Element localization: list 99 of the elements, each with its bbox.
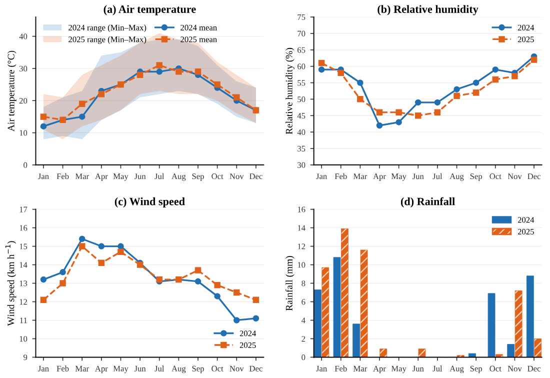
y-tick-label: 30 (19, 66, 28, 72)
y-tick-label: 10 (20, 336, 28, 342)
annotation: 2024 range (Min–Max) (68, 24, 146, 32)
y-tick-label: 16 (298, 206, 306, 212)
x-tick-label: Jan (38, 366, 49, 372)
x-tick-label: Feb (56, 366, 69, 372)
x-tick-label: Jan (38, 174, 49, 180)
x-tick-label: Sep (470, 366, 482, 374)
x-tick-label: Feb (334, 366, 347, 372)
x-tick-label: Mar (75, 366, 89, 372)
y-tick-label: 6 (302, 299, 306, 305)
chart-title: (d) Rainfall (400, 197, 455, 208)
y-tick-label: 12 (20, 299, 27, 305)
y-axis-title: Wind speed (km h$^{−1}$) (5, 241, 16, 326)
y-tick-label: 4 (301, 318, 306, 324)
y-tick-label: 14 (20, 262, 28, 268)
chart-title: (a) Air temperature (104, 5, 196, 16)
x-tick-label: Sep (192, 366, 204, 374)
y-axis-title: Rainfall (mm) (285, 256, 294, 311)
y-tick-label: 35 (298, 146, 306, 152)
x-tick-label: Jun (412, 174, 424, 180)
x-tick-label: May (113, 174, 128, 181)
y-tick-label: 20 (19, 98, 28, 104)
x-tick-label: Sep (470, 174, 482, 181)
legend-label: 2024 (240, 330, 256, 336)
y-axis-title: Air temperature (°C) (7, 50, 16, 132)
y-tick-label: 50 (298, 96, 306, 102)
x-tick-label: Aug (172, 174, 186, 181)
x-tick-label: May (113, 366, 128, 374)
x-tick-label: Dec (249, 174, 262, 180)
annotation: 2025 range (Min–Max) (68, 36, 146, 44)
x-tick-label: Apr (95, 366, 108, 374)
y-tick-label: 10 (20, 130, 28, 136)
legend-label: 2024 (518, 217, 534, 223)
x-tick-label: Feb (334, 173, 347, 180)
y-tick-label: 0 (24, 162, 28, 168)
y-tick-label: 30 (298, 162, 306, 168)
legend-label: 2025 mean (180, 36, 217, 42)
x-tick-label: May (391, 174, 406, 181)
chart-title: (c) Wind speed (114, 197, 185, 208)
x-tick-label: Mar (353, 174, 368, 180)
y-tick-label: 60 (298, 64, 306, 70)
y-tick-label: 65 (298, 47, 306, 53)
legend-label: 2024 (518, 24, 534, 30)
x-tick-label: Apr (373, 174, 386, 181)
x-tick-label: Jan (316, 174, 327, 180)
y-tick-label: 17 (20, 206, 28, 212)
x-tick-label: Mar (353, 366, 368, 372)
y-tick-label: 2 (302, 336, 306, 342)
x-tick-label: Oct (490, 174, 502, 180)
y-tick-label: 15 (20, 244, 28, 250)
x-tick-label: Jul (154, 366, 164, 372)
y-tick-label: 12 (298, 244, 306, 250)
x-tick-label: Oct (212, 174, 224, 180)
x-tick-label: Apr (373, 366, 386, 374)
y-tick-label: 8 (302, 280, 306, 286)
legend-label: 2025 (518, 36, 534, 42)
chart-title: (b) Relative humidity (378, 5, 478, 16)
y-tick-label: 13 (20, 280, 28, 286)
legend-label: 2025 (518, 228, 534, 234)
y-tick-label: 40 (297, 129, 306, 136)
x-tick-label: Jul (432, 366, 442, 372)
x-tick-label: Jun (412, 366, 424, 372)
y-tick-label: 70 (298, 30, 306, 36)
x-tick-label: Jan (316, 366, 327, 372)
x-tick-label: Feb (56, 173, 69, 180)
y-tick-label: 10 (298, 262, 306, 268)
x-tick-label: Nov (508, 174, 522, 180)
x-tick-label: Sep (192, 174, 204, 181)
x-tick-label: Dec (528, 174, 540, 180)
x-tick-label: Dec (528, 366, 540, 372)
x-tick-label: Oct (212, 366, 224, 372)
x-tick-label: Jun (134, 366, 146, 372)
y-tick-label: 11 (20, 318, 27, 324)
y-tick-label: 0 (302, 354, 306, 360)
x-tick-label: Jun (134, 174, 146, 180)
y-tick-label: 75 (298, 14, 306, 20)
x-tick-label: Jul (432, 173, 442, 180)
legend-label: 2024 mean (180, 24, 217, 30)
y-tick-label: 16 (20, 225, 28, 231)
legend-label: 2025 (240, 342, 256, 348)
x-tick-label: Oct (490, 366, 502, 372)
x-tick-label: Aug (450, 174, 464, 181)
x-tick-label: Nov (230, 366, 244, 372)
x-tick-label: Nov (230, 174, 244, 180)
y-tick-label: 40 (19, 34, 28, 40)
x-tick-label: Jul (154, 173, 164, 180)
x-tick-label: Aug (450, 366, 464, 374)
y-axis-title: Relative humidity (%) (286, 48, 294, 134)
x-tick-label: Dec (249, 366, 262, 372)
y-tick-label: 9 (24, 354, 28, 360)
y-tick-label: 55 (298, 80, 306, 86)
x-tick-label: Apr (95, 174, 108, 181)
x-tick-label: Nov (508, 366, 522, 372)
y-tick-label: 14 (298, 225, 306, 231)
x-tick-label: May (391, 366, 406, 374)
x-tick-label: Mar (75, 174, 89, 180)
x-tick-label: Aug (172, 366, 186, 374)
y-tick-label: 45 (297, 113, 306, 119)
